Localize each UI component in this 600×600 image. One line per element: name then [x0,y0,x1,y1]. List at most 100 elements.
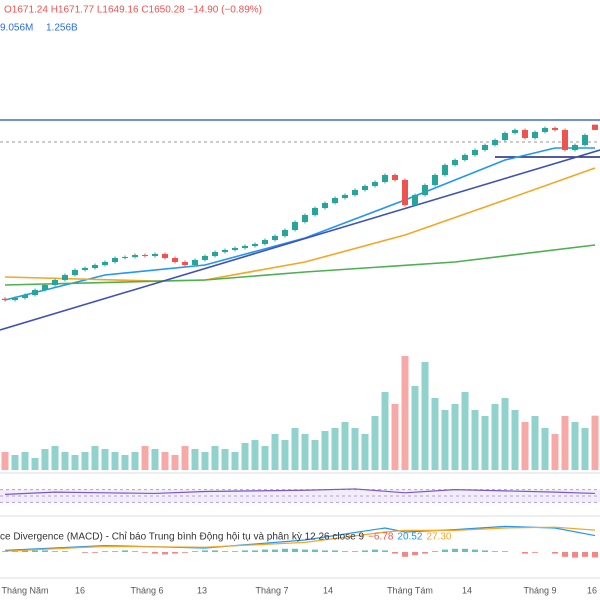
macd-legend: ce Divergence (MACD) - Chỉ báo Trung bìn… [0,531,365,543]
candle-body [312,208,318,215]
candle-body [392,175,398,180]
candle-body [42,285,48,290]
macd-hist [32,550,38,552]
candle-body [422,185,428,195]
candle-body [52,280,58,285]
volume-bar [571,422,579,470]
ohlc-header: O1671.24 H1671.77 L1649.16 C1650.28 −14.… [4,5,262,16]
macd-hist [202,550,208,552]
candle-body [342,195,348,198]
candle-body [362,186,368,190]
macd-hist [482,550,488,552]
candle-body [382,175,388,182]
macd-hist [502,551,508,552]
candle-body [72,270,78,275]
macd-hist [362,550,368,552]
macd-hist [472,549,478,552]
candle-body [492,140,498,145]
x-tick-label: Tháng 9 [523,585,556,595]
macd-hist [232,551,238,552]
candle-body [172,258,178,262]
volume-bar [1,452,9,470]
candle-body [12,298,18,300]
macd-hist [582,552,588,557]
volume-bar [421,362,429,470]
candle-body [462,155,468,160]
volume-bar [111,452,119,470]
volume-bar [531,416,539,470]
candle-body [102,262,108,265]
candle-body [552,128,558,130]
macd-hist [552,552,558,554]
macd-hist [572,552,578,558]
macd-hist [22,550,28,552]
macd-hist [112,551,118,552]
macd-hist [222,551,228,552]
volume-bar [491,404,499,470]
volume-bar [591,415,599,470]
x-tick-label: 13 [197,585,207,595]
candle-body [332,198,338,203]
volume-bar [51,446,59,470]
volume-bar [191,449,199,470]
candle-body [122,257,128,258]
candle-body [542,128,548,132]
macd-hist [382,550,388,552]
volume-bar [161,452,169,470]
volume-bar [361,434,369,470]
macd-hist [402,552,408,557]
volume-bar [481,416,489,470]
volume-bar [11,455,19,470]
volume-bar [141,446,149,470]
volume-bar [321,431,329,470]
volume-bar [271,434,279,470]
candle-body [402,180,408,205]
indicator-line [4,244,596,286]
macd-hist [412,552,418,556]
candle-body [442,165,448,175]
volume-bar [251,440,259,470]
candle-body [592,124,598,130]
candle-body [112,258,118,262]
candle-body [252,244,258,246]
macd-hist [532,552,538,553]
candle-body [192,260,198,265]
volume-bar [61,452,69,470]
macd-hist [182,552,188,553]
volume-bar [441,410,449,470]
volume-bar [21,452,29,470]
volume-bar [41,449,49,470]
candle-body [512,130,518,133]
macd-hist [62,551,68,552]
candle-body [232,248,238,250]
volume-header: 9.056M [0,23,33,34]
volume-bar [131,452,139,470]
volume-bar [521,422,529,470]
volume-bar [561,416,569,470]
candle-body [292,222,298,230]
candle-body [352,190,358,195]
candle-body [202,256,208,260]
candle-body [82,268,88,270]
volume-bar [551,434,559,470]
volume-bar [381,392,389,470]
x-tick-label: Tháng Tám [387,585,433,595]
macd-legend: 20.52 [397,532,422,543]
indicator-line [0,149,600,331]
macd-hist [442,549,448,552]
candle-body [2,298,8,300]
macd-hist [162,552,168,555]
volume-bar [211,446,219,470]
macd-legend: 27.30 [426,532,451,543]
candle-body [322,203,328,208]
macd-hist [52,551,58,552]
volume-bar [411,386,419,470]
volume-bar [311,440,319,470]
volume-bar [401,356,409,470]
macd-hist [352,551,358,552]
macd-hist [292,548,298,552]
macd-hist [372,549,378,552]
macd-hist [432,551,438,552]
macd-hist [192,551,198,552]
candle-body [272,236,278,240]
